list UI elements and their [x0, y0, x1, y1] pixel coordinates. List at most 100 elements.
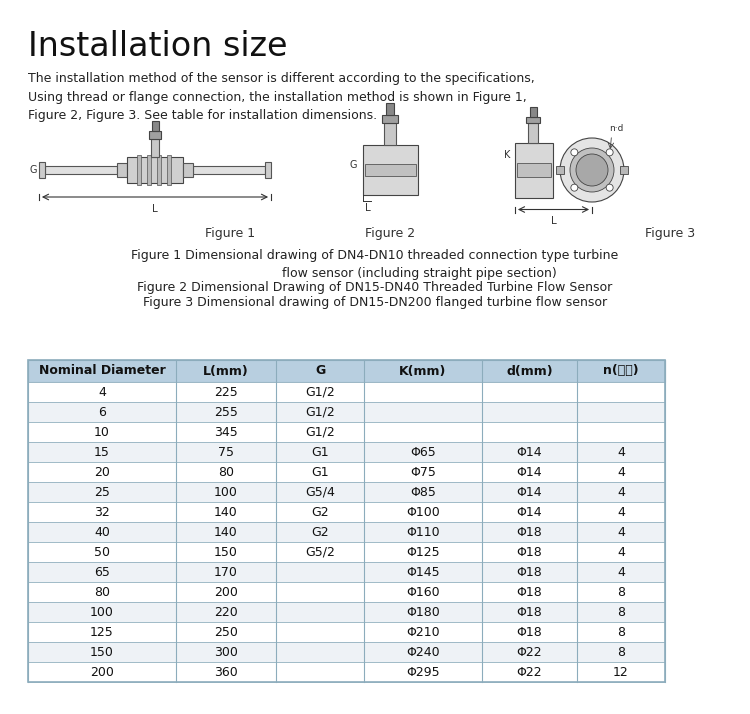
Text: The installation method of the sensor is different according to the specificatio: The installation method of the sensor is… [28, 72, 535, 122]
Text: G: G [315, 365, 326, 378]
Text: Φ145: Φ145 [406, 565, 439, 578]
Text: L(mm): L(mm) [203, 365, 249, 378]
Bar [28, 482, 665, 502]
Bar [386, 103, 394, 115]
Bar [528, 123, 538, 143]
Text: G1: G1 [311, 466, 328, 478]
Bar [28, 360, 665, 382]
Text: 4: 4 [617, 486, 625, 498]
Text: 150: 150 [90, 645, 114, 658]
Text: Φ18: Φ18 [517, 625, 542, 638]
Text: Φ295: Φ295 [406, 665, 439, 678]
Text: Φ14: Φ14 [517, 446, 542, 458]
Text: Figure 1: Figure 1 [205, 227, 255, 240]
Bar [127, 157, 183, 183]
Text: 4: 4 [98, 386, 106, 398]
Text: 200: 200 [90, 665, 114, 678]
Circle shape [606, 149, 613, 156]
Text: Φ110: Φ110 [406, 526, 439, 538]
Text: 4: 4 [617, 545, 625, 558]
Text: 225: 225 [214, 386, 238, 398]
Bar [28, 502, 665, 522]
Bar [183, 163, 193, 177]
Text: Φ65: Φ65 [410, 446, 436, 458]
Bar [157, 155, 161, 185]
Bar [556, 166, 564, 174]
Bar [28, 402, 665, 422]
Text: K: K [504, 150, 510, 160]
Text: Figure 2 Dimensional Drawing of DN15-DN40 Threaded Turbine Flow Sensor: Figure 2 Dimensional Drawing of DN15-DN4… [137, 281, 613, 294]
Bar [362, 145, 418, 195]
Text: Nominal Diameter: Nominal Diameter [39, 365, 165, 378]
Text: 150: 150 [214, 545, 238, 558]
Text: Figure 3 Dimensional drawing of DN15-DN200 flanged turbine flow sensor: Figure 3 Dimensional drawing of DN15-DN2… [143, 296, 607, 309]
Text: 220: 220 [214, 605, 238, 618]
Text: Φ18: Φ18 [517, 585, 542, 598]
Text: Φ160: Φ160 [406, 585, 439, 598]
Text: Φ22: Φ22 [517, 645, 542, 658]
Text: 255: 255 [214, 406, 238, 418]
Bar [167, 155, 171, 185]
Text: 250: 250 [214, 625, 238, 638]
Text: G: G [350, 160, 358, 170]
Text: 8: 8 [617, 645, 625, 658]
Text: Installation size: Installation size [28, 30, 287, 63]
Text: 200: 200 [214, 585, 238, 598]
Text: 65: 65 [94, 565, 110, 578]
Bar [384, 123, 396, 145]
Text: Φ85: Φ85 [410, 486, 436, 498]
Bar [28, 662, 665, 682]
Text: 345: 345 [214, 426, 238, 438]
Bar [28, 382, 665, 402]
Text: Figure 1 Dimensional drawing of DN4-DN10 threaded connection type turbine
      : Figure 1 Dimensional drawing of DN4-DN10… [131, 249, 619, 280]
Bar [28, 582, 665, 602]
Text: G5/2: G5/2 [305, 545, 335, 558]
Text: G1/2: G1/2 [305, 426, 334, 438]
Bar [151, 139, 159, 157]
Text: Φ240: Φ240 [406, 645, 439, 658]
Text: 8: 8 [617, 605, 625, 618]
Text: 80: 80 [94, 585, 110, 598]
Bar [515, 143, 553, 198]
Text: 25: 25 [94, 486, 110, 498]
Text: Φ22: Φ22 [517, 665, 542, 678]
Text: Φ18: Φ18 [517, 605, 542, 618]
Bar [149, 131, 161, 139]
Text: Φ14: Φ14 [517, 486, 542, 498]
Bar [517, 163, 551, 177]
Text: Φ18: Φ18 [517, 545, 542, 558]
Text: G1: G1 [311, 446, 328, 458]
Text: 6: 6 [98, 406, 106, 418]
Bar [364, 164, 416, 176]
Text: 20: 20 [94, 466, 110, 478]
Bar [526, 116, 540, 123]
Bar [28, 360, 665, 682]
Text: Figure 3: Figure 3 [645, 227, 695, 240]
Text: 100: 100 [214, 486, 238, 498]
Text: 32: 32 [94, 506, 110, 518]
Text: 4: 4 [617, 526, 625, 538]
Text: G1/2: G1/2 [305, 386, 334, 398]
Text: Figure 2: Figure 2 [365, 227, 415, 240]
Bar [28, 542, 665, 562]
Text: n·d: n·d [610, 124, 624, 133]
Text: 15: 15 [94, 446, 110, 458]
Text: 50: 50 [94, 545, 110, 558]
Text: L: L [365, 203, 371, 213]
Bar [382, 115, 398, 123]
Text: Φ18: Φ18 [517, 565, 542, 578]
Bar [28, 642, 665, 662]
Text: 4: 4 [617, 565, 625, 578]
Text: Φ18: Φ18 [517, 526, 542, 538]
Text: 75: 75 [218, 446, 234, 458]
Text: G: G [29, 165, 37, 175]
Text: 170: 170 [214, 565, 238, 578]
Text: 40: 40 [94, 526, 110, 538]
Bar [28, 442, 665, 462]
Bar [28, 622, 665, 642]
Text: n(孔数): n(孔数) [603, 365, 639, 378]
Text: 300: 300 [214, 645, 238, 658]
Text: 140: 140 [214, 506, 238, 518]
Text: Φ14: Φ14 [517, 506, 542, 518]
Text: 140: 140 [214, 526, 238, 538]
